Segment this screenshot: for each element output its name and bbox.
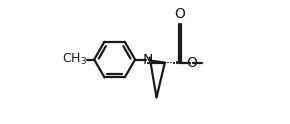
Text: O: O (174, 7, 185, 21)
Text: N: N (143, 53, 153, 66)
Text: O: O (186, 56, 197, 70)
Text: CH$_3$: CH$_3$ (61, 52, 87, 67)
